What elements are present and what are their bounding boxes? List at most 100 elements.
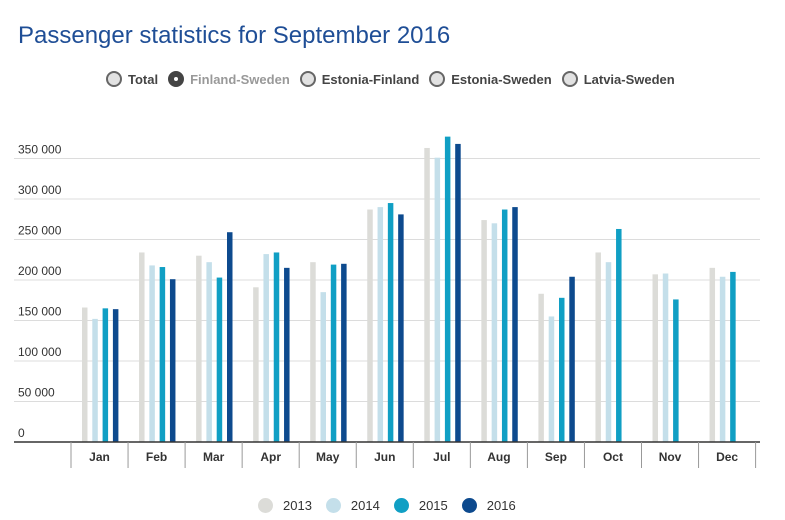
x-tick-label: Aug [487, 450, 510, 464]
x-tick-label: Jan [89, 450, 110, 464]
legend-dot-icon [325, 498, 341, 513]
radio-button-icon[interactable] [429, 71, 446, 87]
route-option-label: Total [128, 71, 159, 87]
bar-apr-2013[interactable] [253, 287, 259, 442]
bar-jun-2015[interactable] [387, 203, 394, 442]
bar-apr-2014[interactable] [263, 254, 269, 442]
legend-item-2015[interactable]: 2015 [393, 498, 448, 513]
radio-button-icon[interactable] [299, 71, 316, 87]
x-tick-label: Feb [146, 450, 167, 464]
radio-button-icon[interactable] [168, 71, 185, 87]
x-tick-label: Jul [433, 450, 450, 464]
route-option-label: Latvia-Sweden [583, 71, 675, 87]
bar-jan-2013[interactable] [82, 307, 88, 442]
legend-item-2016[interactable]: 2016 [461, 498, 516, 513]
x-tick-label: Oct [603, 450, 623, 464]
bar-feb-2013[interactable] [139, 252, 145, 442]
bar-nov-2015[interactable] [673, 299, 679, 442]
bar-dec-2014[interactable] [719, 276, 726, 442]
bar-jul-2013[interactable] [424, 147, 430, 442]
legend-item-2014[interactable]: 2014 [325, 498, 380, 513]
bar-may-2016[interactable] [341, 263, 347, 442]
route-option-total[interactable]: Total [106, 71, 158, 87]
bar-jun-2014[interactable] [377, 207, 384, 442]
bar-may-2015[interactable] [330, 264, 337, 442]
grid-lines [14, 158, 760, 402]
bar-dec-2015[interactable] [730, 271, 736, 442]
route-option-estonia-sweden[interactable]: Estonia-Sweden [429, 71, 552, 87]
bar-feb-2016[interactable] [169, 279, 176, 442]
chart-title: Passenger statistics for September 2016 [18, 22, 451, 49]
y-tick-label: 250 000 [18, 224, 62, 238]
x-tick-label: Mar [203, 450, 225, 464]
legend-label: 2016 [486, 498, 516, 513]
bar-sep-2016[interactable] [569, 276, 575, 442]
legend: 2013 2014 2015 2016 [258, 498, 530, 513]
bar-feb-2015[interactable] [159, 267, 166, 442]
bar-sep-2015[interactable] [559, 297, 565, 442]
bar-aug-2014[interactable] [491, 223, 498, 442]
bar-mar-2015[interactable] [216, 277, 223, 442]
radio-button-icon[interactable] [561, 71, 578, 87]
x-tick-label: Nov [659, 450, 682, 464]
legend-dot-icon [393, 498, 409, 513]
bar-mar-2014[interactable] [206, 262, 212, 442]
bar-apr-2015[interactable] [273, 252, 280, 442]
x-axis: Jan Feb Mar Apr May Jun Jul Aug Sep Oct Nov Dec [14, 441, 760, 468]
legend-label: 2013 [283, 498, 312, 513]
bars [82, 136, 736, 443]
route-option-label: Estonia-Finland [321, 71, 420, 87]
route-option-label: Estonia-Sweden [451, 71, 552, 87]
bar-nov-2013[interactable] [652, 274, 659, 442]
x-tick-label: Sep [545, 450, 567, 464]
y-axis: 0 50 000 100 000 150 000 200 000 250 000 300 0… [18, 143, 62, 441]
route-selector: Total Finland-Sweden Estonia-Finland Est… [106, 71, 685, 87]
bar-sep-2014[interactable] [548, 316, 555, 442]
y-tick-label: 0 [18, 426, 25, 440]
x-tick-label: Jun [374, 450, 395, 464]
bar-feb-2014[interactable] [149, 265, 155, 442]
bar-aug-2016[interactable] [512, 207, 518, 442]
bar-aug-2013[interactable] [481, 220, 487, 442]
y-tick-label: 300 000 [18, 183, 62, 197]
y-tick-label: 150 000 [18, 305, 62, 319]
bar-nov-2014[interactable] [662, 273, 669, 442]
legend-dot-icon [461, 498, 477, 513]
y-tick-label: 200 000 [18, 264, 62, 278]
x-tick-label: Apr [260, 450, 281, 464]
bar-may-2013[interactable] [310, 262, 316, 442]
bar-jan-2016[interactable] [112, 309, 119, 442]
x-tick-label: Dec [716, 450, 738, 464]
bar-chart: 0 50 000 100 000 150 000 200 000 250 000 300 0… [14, 136, 760, 468]
bar-jun-2013[interactable] [367, 209, 373, 442]
x-tick-label: May [316, 450, 340, 464]
radio-button-icon[interactable] [106, 71, 122, 87]
bar-sep-2013[interactable] [538, 293, 544, 442]
bar-mar-2016[interactable] [227, 232, 233, 442]
legend-dot-icon [258, 498, 273, 513]
legend-label: 2014 [350, 498, 380, 513]
bar-apr-2016[interactable] [284, 267, 290, 442]
bar-jul-2014[interactable] [434, 157, 441, 442]
bar-mar-2013[interactable] [196, 255, 202, 442]
bar-oct-2014[interactable] [605, 262, 612, 442]
bar-jul-2016[interactable] [455, 143, 461, 443]
y-tick-label: 350 000 [18, 143, 62, 157]
y-tick-label: 50 000 [18, 386, 55, 400]
legend-label: 2015 [418, 498, 448, 513]
bar-jan-2014[interactable] [92, 318, 98, 442]
bar-jan-2015[interactable] [102, 308, 109, 442]
y-tick-label: 100 000 [18, 345, 62, 359]
bar-oct-2015[interactable] [616, 228, 622, 442]
route-option-estonia-finland[interactable]: Estonia-Finland [299, 71, 420, 87]
bar-may-2014[interactable] [320, 292, 327, 442]
bar-oct-2013[interactable] [595, 252, 601, 442]
route-option-finland-sweden[interactable]: Finland-Sweden [168, 71, 290, 87]
route-option-label: Finland-Sweden [190, 71, 290, 87]
bar-jul-2015[interactable] [444, 136, 451, 442]
bar-dec-2013[interactable] [709, 267, 716, 442]
legend-item-2013[interactable]: 2013 [258, 498, 312, 513]
bar-jun-2016[interactable] [398, 214, 404, 442]
route-option-latvia-sweden[interactable]: Latvia-Sweden [561, 71, 675, 87]
bar-aug-2015[interactable] [501, 209, 508, 442]
